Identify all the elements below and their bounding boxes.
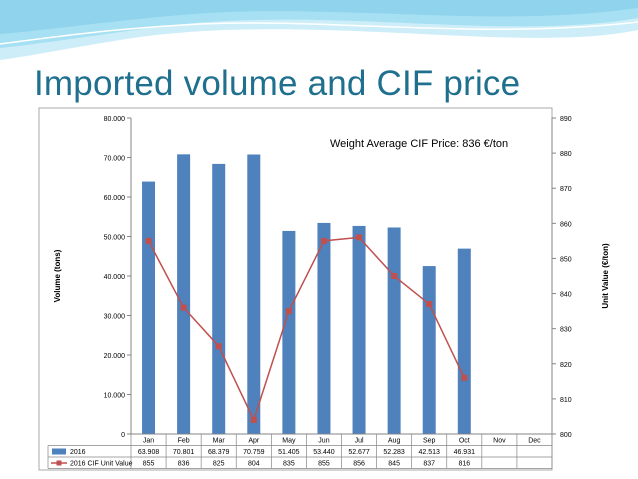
bar-oct [457,248,471,434]
y-right-tick-label: 830 [560,327,572,334]
unit-value-point-feb [180,304,187,311]
y-left-tick-label: 60.000 [104,195,126,202]
unit-value-point-jun [320,237,327,244]
bar-jul [352,225,366,434]
unit-value-line [147,236,465,422]
y-left-axis-label: Volume (tons) [53,249,62,302]
volume-cell: 52.283 [383,449,405,456]
category-label: May [282,438,296,445]
y-left-tick-label: 70.000 [104,156,126,163]
unit-value-cell: 836 [178,461,190,468]
y-left-tick-label: 80.000 [104,116,126,123]
legend-label-cif: 2016 CIF Unit Value [70,461,133,468]
unit-value-point-oct [461,374,468,381]
y-right-tick-label: 800 [560,432,572,439]
legend-key-marker [56,460,62,466]
unit-value-point-jan [145,237,152,244]
unit-value-cell: 816 [458,461,470,468]
header-wave-decoration [0,0,638,60]
unit-value-cell: 804 [248,461,260,468]
y-right-tick-label: 880 [560,151,572,158]
unit-value-cell: 856 [353,461,365,468]
bar-mar [212,163,226,434]
unit-value-cell: 855 [318,461,330,468]
y-right-tick-label: 810 [560,397,572,404]
category-label: Jul [355,438,364,445]
y-right-tick-label: 860 [560,221,572,228]
bar-sep [422,266,436,434]
legend-label-2016: 2016 [70,449,86,456]
line-series [145,234,468,423]
volume-cell: 53.440 [313,449,335,456]
chart-annotation: Weight Average CIF Price: 836 €/ton [330,138,508,150]
bar-may [282,230,296,434]
unit-value-cell: 835 [283,461,295,468]
wave-line [0,21,638,45]
category-label: Aug [388,438,401,445]
volume-cell: 70.801 [173,449,195,456]
category-label: Sep [423,438,436,445]
bar-jun [317,222,331,434]
slide-title: Imported volume and CIF price [34,64,521,103]
volume-cell: 63.908 [138,449,160,456]
category-label: Mar [213,438,226,445]
category-label: Apr [248,438,260,445]
category-label: Dec [528,438,541,445]
category-label: Nov [493,438,506,445]
unit-value-cell: 855 [143,461,155,468]
unit-value-cell: 845 [388,461,400,468]
y-right-tick-label: 840 [560,292,572,299]
volume-cell: 46.931 [454,449,476,456]
unit-value-point-aug [391,273,398,279]
bar-series [142,154,471,434]
y-right-tick-label: 850 [560,256,572,263]
unit-value-point-sep [426,301,433,308]
volume-cell: 42.513 [418,449,440,456]
data-table: Jan Feb Mar Apr May Jun Jul Aug Sep Oct Nov Dec 2016… [47,433,553,469]
legend-key-bar [52,448,66,455]
volume-cell: 68.379 [208,449,230,456]
volume-cell: 52.677 [348,449,370,456]
category-label: Jan [143,438,154,445]
bar-jan [142,181,156,434]
unit-value-point-apr [250,416,257,423]
y-left-tick-label: 40.000 [104,274,126,281]
bar-apr [247,154,261,434]
y-left-tick-label: 30.000 [104,314,126,321]
category-label: Jun [318,438,329,445]
unit-value-point-may [285,308,292,315]
unit-value-point-jul [356,234,363,241]
y-right-axis-label: Unit Value (€/ton) [601,243,610,309]
category-label: Feb [178,438,190,445]
y-right-tick-label: 870 [560,186,572,193]
category-label: Oct [459,438,470,445]
unit-value-cell: 825 [213,461,225,468]
y-left-tick-label: 20.000 [104,353,126,360]
y-left-tick-label: 0 [121,432,125,439]
volume-cell: 51.405 [278,449,300,456]
y-right-tick-label: 890 [560,116,572,123]
bar-aug [387,227,401,434]
y-left-tick-label: 10.000 [104,393,126,400]
bar-feb [177,154,191,434]
unit-value-cell: 837 [423,461,435,468]
volume-cell: 70.759 [243,449,265,456]
wave-band-front [0,0,638,34]
y-right-tick-label: 820 [560,362,572,369]
y-left-tick-label: 50.000 [104,235,126,242]
unit-value-point-mar [215,343,222,350]
